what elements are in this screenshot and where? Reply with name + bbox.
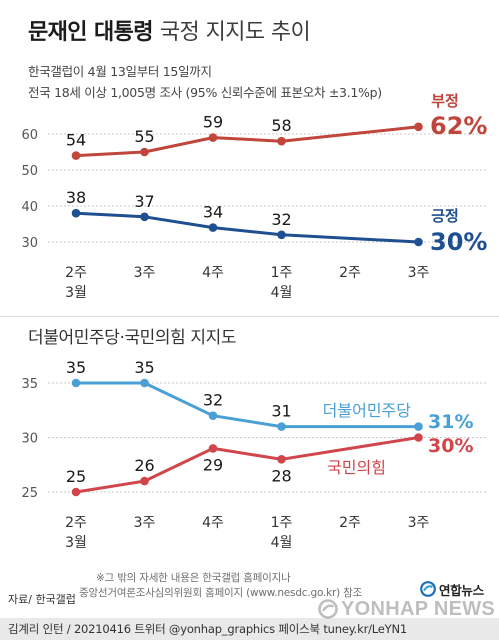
chart1-y-tick-label: 60: [21, 128, 38, 143]
chart1-series-1-point: [71, 151, 81, 160]
approval-rating-chart: 60 50 40 30 2주 3주 4주 1주 2주 3주 3월 4월 54 55 59 58 부정 62% 38 3…: [21, 92, 488, 301]
chart2-series-1-data-label: 35: [134, 358, 154, 377]
chart1-y-tick-label: 40: [21, 200, 38, 215]
chart2-x-week-label: 3주: [408, 515, 430, 531]
chart2-y-tick-label: 30: [21, 432, 38, 447]
chart2-series-2-data-label: 25: [66, 467, 86, 486]
chart2-series-1-point: [71, 378, 81, 388]
chart2-series-2-data-label: 28: [271, 466, 291, 485]
chart1-series-1-line: [74, 125, 420, 158]
footnote-line-2: 중앙선거여론조사심의위원회 홈페이지 (www.nesdc.go.kr) 참조: [79, 587, 363, 599]
party-support-chart: 35 30 25 2주 3주 4주 1주 2주 3주 3월 4월 35 35 32 31 더불어민주당 31% 2…: [21, 358, 488, 551]
chart1-x-week-label: 4주: [202, 265, 224, 281]
chart1-series-1-point: [277, 136, 286, 146]
chart2-x-week-label: 2주: [339, 515, 361, 531]
chart1-series-1-name-label: 부정: [431, 92, 459, 110]
chart2-series-2-point: [71, 487, 81, 497]
section-divider: [0, 316, 499, 317]
chart2-series-1-point: [414, 422, 423, 431]
chart1-series-2-data-label: 38: [66, 188, 86, 207]
chart2-x-week-label: 2주: [65, 515, 87, 531]
chart2-series-2-end-value-label: 30%: [428, 435, 473, 457]
chart2-series-1-point: [140, 378, 149, 388]
survey-subtitle-line-2: 전국 18세 이상 1,005명 조사 (95% 신뢰수준에 표본오차 ±3.1…: [28, 85, 382, 100]
chart2-series-2-data-label: 26: [134, 456, 154, 475]
source-label: 자료/ 한국갤럽: [8, 593, 76, 606]
chart1-x-week-label: 2주: [339, 265, 361, 281]
chart1-series-2-line: [74, 211, 420, 244]
chart2-series-1-data-label: 31: [271, 402, 291, 421]
chart1-x-week-label: 3주: [408, 265, 430, 281]
credit-text: 김계리 인턴 / 20210416 트위터 @yonhap_graphics 페…: [8, 622, 408, 636]
chart1-series-2-end-value-label: 30%: [430, 228, 487, 256]
chart1-x-week-label: 3주: [134, 265, 156, 281]
chart2-series-1-point: [208, 411, 218, 420]
chart1-series-2-data-label: 37: [134, 192, 154, 211]
chart1-series-2-point: [414, 237, 423, 247]
yonhap-logo-name: 연합뉴스: [439, 582, 484, 598]
chart2-series-2-data-label: 29: [203, 455, 223, 474]
chart1-y-tick-label: 50: [21, 164, 38, 179]
footnote-line-1: ※그 밖의 자세한 내용은 한국갤럽 홈페이지나: [96, 572, 291, 584]
chart1-series-2-data-label: 32: [271, 210, 291, 229]
chart1-series-1-data-label: 58: [271, 116, 291, 135]
chart2-x-week-label: 4주: [202, 515, 224, 531]
chart1-series-1-data-label: 59: [203, 113, 223, 132]
chart1-series-2-point: [208, 223, 218, 232]
credit-bar: 김계리 인턴 / 20210416 트위터 @yonhap_graphics 페…: [0, 618, 499, 640]
chart1-x-week-label: 1주: [271, 265, 293, 281]
chart1-series-1-data-label: 54: [66, 131, 86, 150]
chart1-series-1-end-value-label: 62%: [430, 112, 487, 140]
yonhap-watermark: YONHAP NEWS: [318, 597, 495, 621]
chart2-series-2-name-label: 국민의힘: [327, 458, 386, 477]
title-bold-part: 문재인 대통령: [28, 20, 154, 45]
yonhap-watermark-icon: [318, 599, 338, 619]
chart2-y-tick-label: 35: [21, 377, 38, 392]
chart2-x-month-label: 4월: [271, 535, 293, 551]
chart1-series-1-point: [140, 147, 149, 157]
chart1-series-2-name-label: 긍정: [431, 207, 459, 225]
chart2-x-week-label: 1주: [271, 515, 293, 531]
chart2-series-2-point: [414, 433, 423, 442]
chart2-x-month-label: 3월: [65, 535, 87, 551]
chart1-y-tick-label: 30: [21, 236, 38, 251]
chart2-series-2-point: [277, 455, 286, 464]
chart2-x-week-label: 3주: [134, 515, 156, 531]
chart1-series-2-point: [277, 230, 286, 240]
title-regular-part: 국정 지지도 추이: [159, 20, 311, 45]
chart1-series-1-point: [208, 133, 218, 142]
chart2-y-tick-label: 25: [21, 486, 38, 501]
chart1-x-week-label: 2주: [65, 265, 87, 281]
survey-subtitle-line-1: 한국갤럽이 4월 13일부터 15일까지: [28, 64, 212, 79]
chart1-series-2-data-label: 34: [203, 203, 223, 222]
chart1-series-1-data-label: 55: [134, 127, 154, 146]
chart2-series-2-point: [208, 444, 218, 453]
chart1-series-1-point: [414, 122, 423, 132]
chart1-x-month-label: 4월: [271, 285, 293, 301]
chart1-series-2-point: [71, 208, 81, 218]
party-chart-title: 더불어민주당·국민의힘 지지도: [28, 328, 237, 348]
chart2-series-1-point: [277, 422, 286, 431]
watermark-text: YONHAP NEWS: [341, 597, 496, 620]
chart2-series-1-end-value-label: 31%: [428, 411, 473, 433]
chart1-series-2-point: [140, 212, 149, 222]
yonhap-logo: 연합뉴스: [420, 580, 484, 598]
chart2-series-2-point: [140, 476, 149, 486]
chart2-series-1-name-label: 더불어민주당: [323, 401, 412, 420]
chart2-series-1-data-label: 32: [203, 391, 223, 410]
yonhap-logo-icon: [420, 581, 436, 597]
chart1-x-month-label: 3월: [65, 285, 87, 301]
chart2-series-1-data-label: 35: [66, 358, 86, 377]
page-title: 문재인 대통령 국정 지지도 추이: [28, 18, 311, 48]
